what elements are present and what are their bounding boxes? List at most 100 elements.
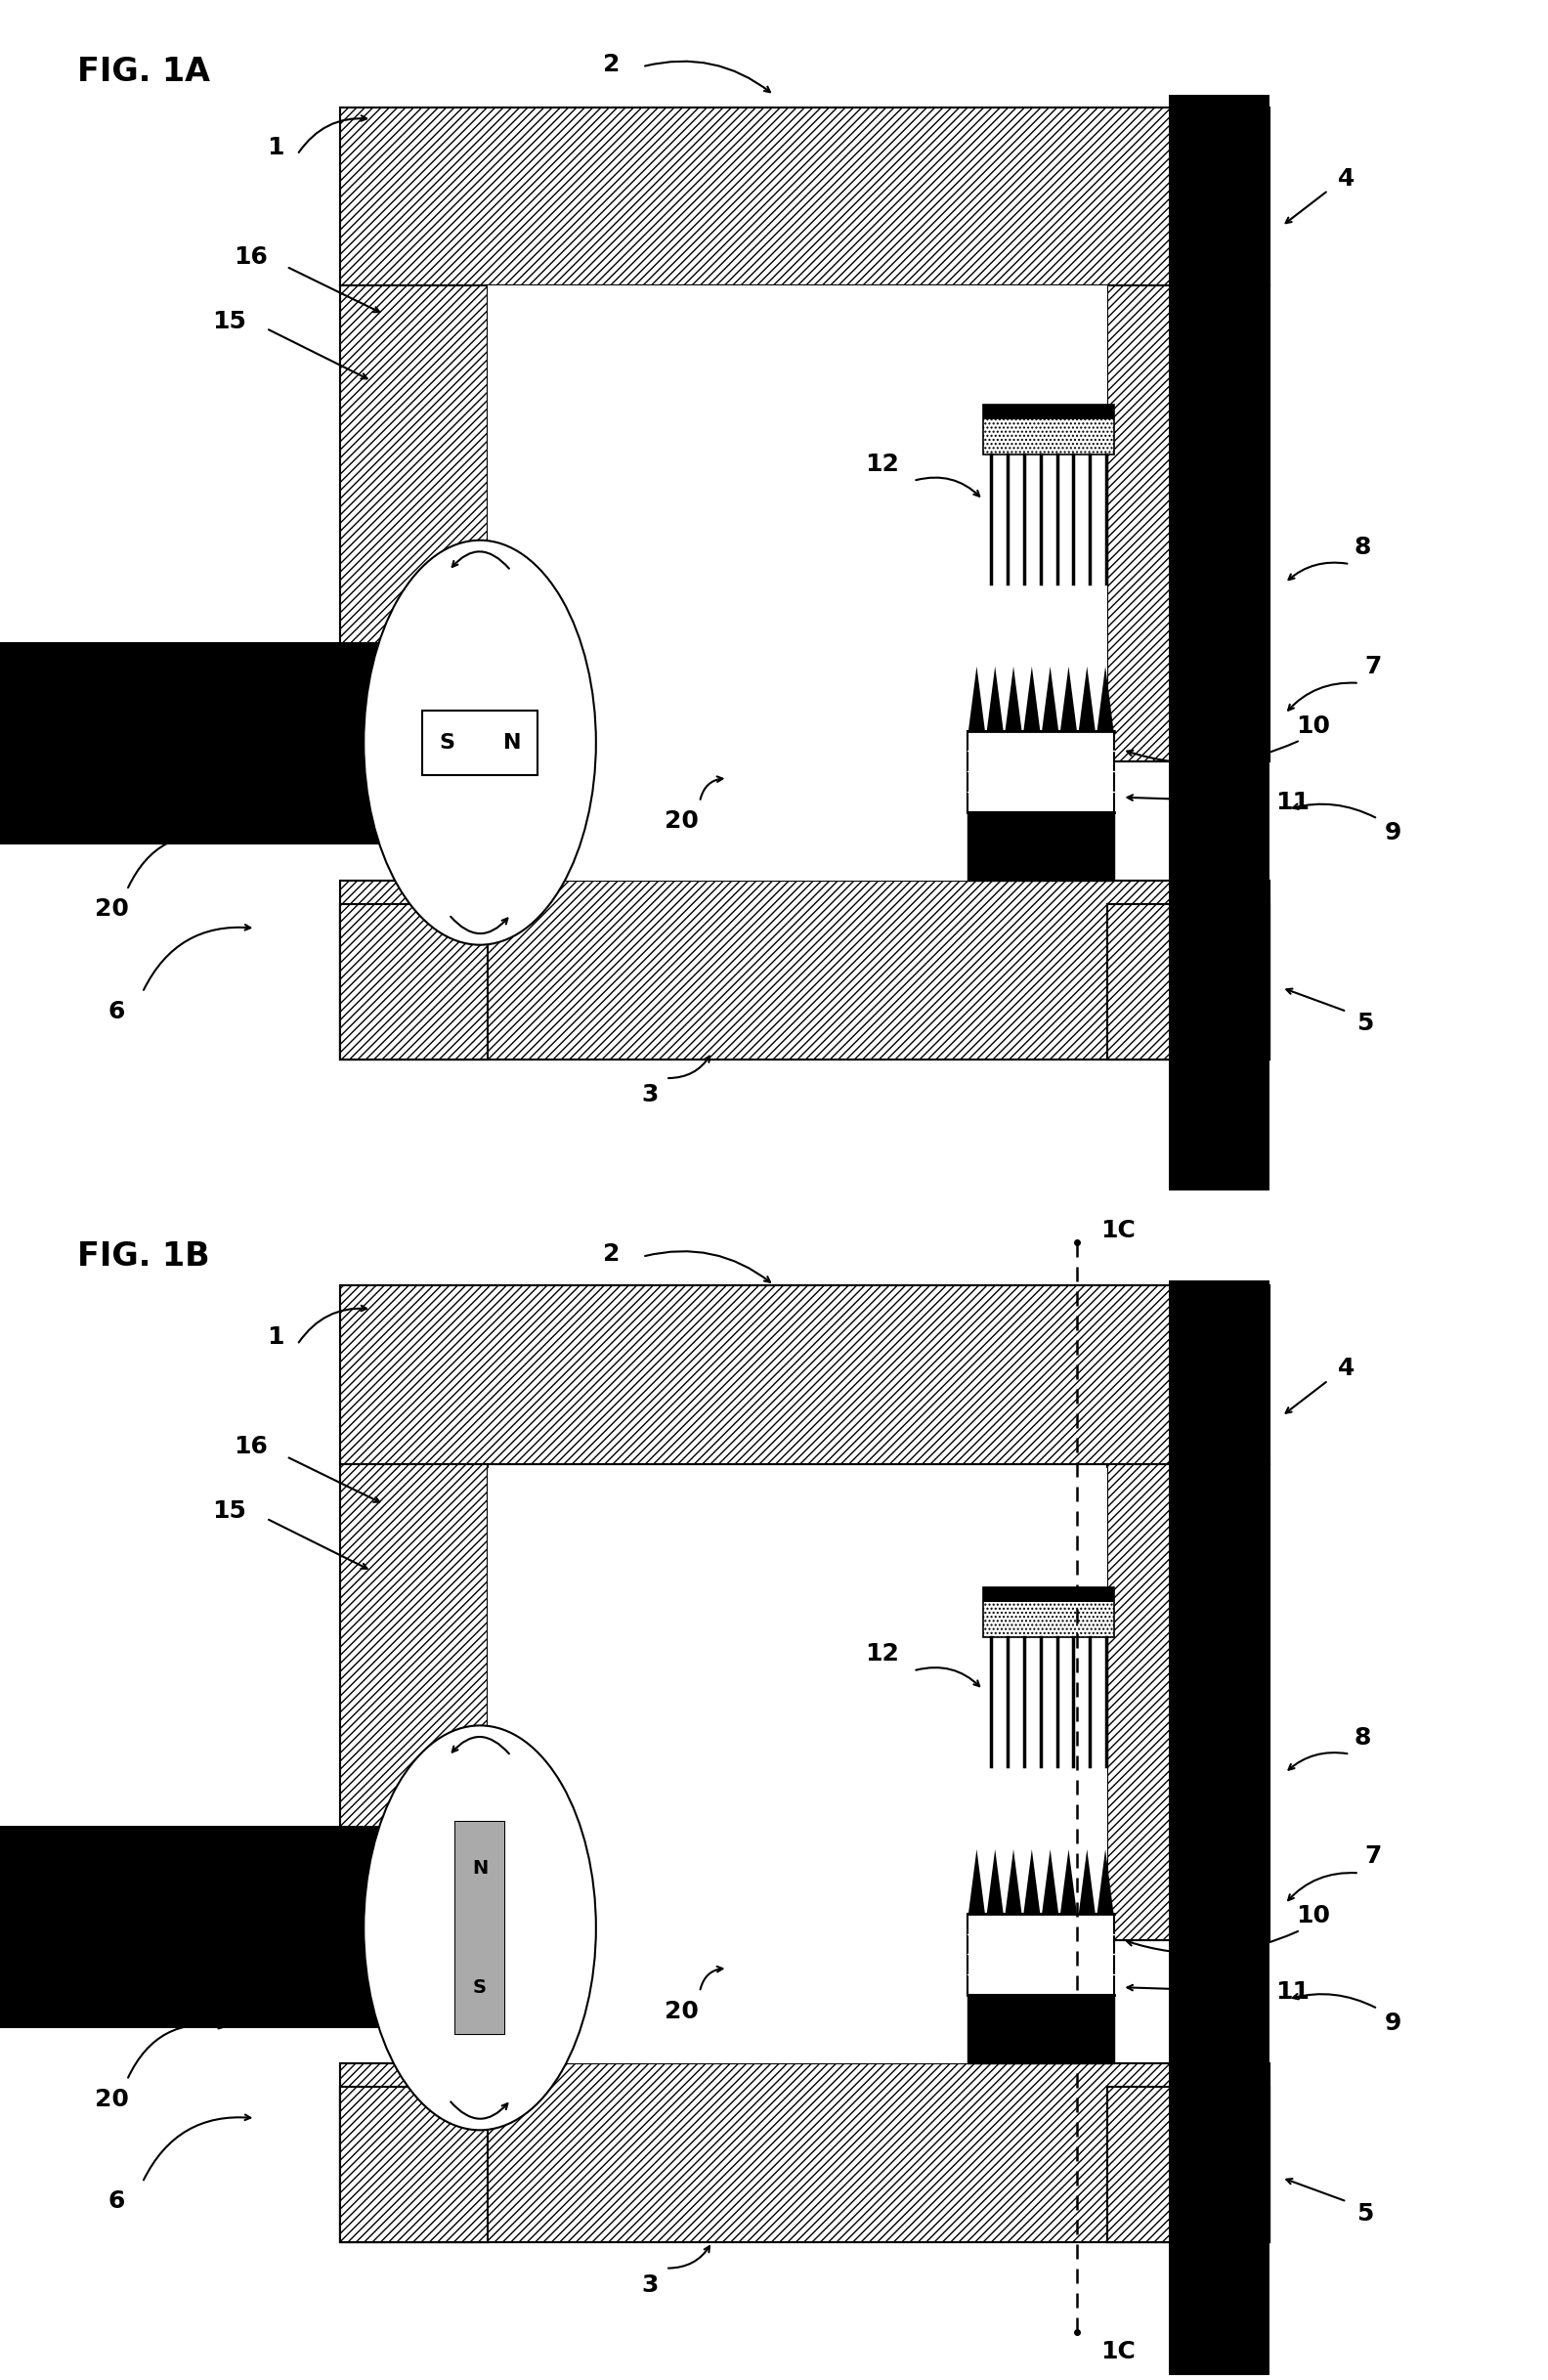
Bar — [341, 2063, 1269, 2242]
Bar — [341, 107, 1269, 286]
Polygon shape — [986, 666, 1003, 731]
Bar — [341, 286, 488, 762]
Bar — [341, 1464, 488, 1940]
Text: S: S — [474, 1978, 486, 1997]
Text: 9: 9 — [1385, 2011, 1401, 2035]
Text: 6: 6 — [108, 2190, 124, 2213]
Text: 5: 5 — [1358, 2202, 1373, 2225]
Bar — [983, 1587, 1115, 1602]
Text: 10: 10 — [1296, 1904, 1330, 1928]
Bar — [488, 1825, 820, 2028]
Text: 1: 1 — [266, 136, 285, 159]
Bar — [488, 643, 820, 845]
Polygon shape — [986, 1849, 1003, 1914]
Ellipse shape — [364, 540, 596, 945]
Polygon shape — [1098, 1849, 1113, 1914]
Bar — [341, 904, 488, 1059]
Bar — [0, 643, 820, 845]
Polygon shape — [1023, 666, 1040, 731]
Bar — [341, 904, 488, 1059]
Bar — [488, 1468, 1107, 2063]
Text: 11: 11 — [1276, 790, 1310, 814]
Polygon shape — [1079, 1849, 1096, 1914]
Bar — [983, 1587, 1115, 1637]
Bar — [0, 1825, 820, 2028]
Bar — [1107, 2087, 1269, 2242]
Bar — [1169, 95, 1269, 1190]
Text: 16: 16 — [234, 245, 268, 269]
Text: 15: 15 — [212, 309, 246, 333]
Ellipse shape — [364, 1726, 596, 2130]
Bar — [1107, 286, 1269, 762]
Text: 16: 16 — [234, 1435, 268, 1459]
Text: 9: 9 — [1385, 821, 1401, 845]
Text: 20: 20 — [664, 1999, 698, 2023]
Bar — [0, 643, 820, 845]
Bar — [341, 1285, 1269, 1464]
Text: 10: 10 — [1296, 714, 1330, 738]
Bar — [1107, 904, 1269, 1059]
Bar — [341, 2087, 488, 2242]
Bar — [341, 2063, 1269, 2242]
Text: 11: 11 — [1276, 1980, 1310, 2004]
Text: N: N — [472, 1859, 488, 1878]
Bar — [341, 286, 488, 762]
Text: 12: 12 — [865, 1642, 899, 1666]
Bar — [423, 709, 539, 776]
Text: 1: 1 — [266, 1326, 285, 1349]
Bar — [488, 286, 1107, 881]
Polygon shape — [1079, 666, 1096, 731]
Text: S: S — [440, 733, 455, 752]
Text: 15: 15 — [212, 1499, 246, 1523]
Bar — [1107, 1464, 1269, 1940]
Text: 20: 20 — [94, 2087, 128, 2111]
Bar — [341, 1285, 1269, 1464]
Polygon shape — [1005, 1849, 1022, 1914]
Text: 4: 4 — [1339, 1357, 1354, 1380]
Bar — [1169, 1280, 1269, 2375]
Bar — [455, 1821, 505, 2035]
Text: 3: 3 — [642, 1083, 658, 1107]
Bar — [1169, 1280, 1269, 2375]
Bar — [341, 1464, 488, 1940]
Text: 7: 7 — [1365, 1844, 1381, 1868]
Text: 7: 7 — [1365, 654, 1381, 678]
Bar — [1107, 2087, 1269, 2242]
Bar — [455, 1821, 505, 2035]
Bar — [968, 731, 1115, 812]
Text: 20: 20 — [664, 809, 698, 833]
Polygon shape — [1098, 666, 1113, 731]
Polygon shape — [1005, 666, 1022, 731]
Bar — [0, 1825, 820, 2028]
Text: 2: 2 — [604, 1242, 619, 1266]
Text: 12: 12 — [865, 452, 899, 476]
Bar — [983, 405, 1115, 419]
Bar — [1169, 95, 1269, 1190]
Text: 1C: 1C — [1101, 2340, 1136, 2363]
Polygon shape — [1023, 1849, 1040, 1914]
Text: 4: 4 — [1339, 167, 1354, 190]
Text: FIG. 1B: FIG. 1B — [77, 1240, 211, 1273]
Bar — [488, 1468, 1107, 2063]
Bar — [968, 812, 1115, 881]
Text: N: N — [503, 733, 522, 752]
Bar — [1107, 1464, 1269, 1940]
Bar — [488, 286, 1107, 881]
Polygon shape — [969, 1849, 985, 1914]
Bar — [341, 107, 1269, 286]
Text: 8: 8 — [1354, 1726, 1370, 1749]
Polygon shape — [1060, 1849, 1077, 1914]
Text: 5: 5 — [1358, 1012, 1373, 1035]
Bar — [968, 1994, 1115, 2063]
Polygon shape — [1060, 666, 1077, 731]
Text: 2: 2 — [604, 52, 619, 76]
Polygon shape — [969, 666, 985, 731]
Bar — [1107, 904, 1269, 1059]
Bar — [1107, 286, 1269, 762]
Polygon shape — [1042, 1849, 1059, 1914]
Bar — [341, 881, 1269, 1059]
Bar — [968, 1914, 1115, 1994]
Polygon shape — [1042, 666, 1059, 731]
Text: 6: 6 — [108, 1000, 124, 1023]
Bar — [341, 2087, 488, 2242]
